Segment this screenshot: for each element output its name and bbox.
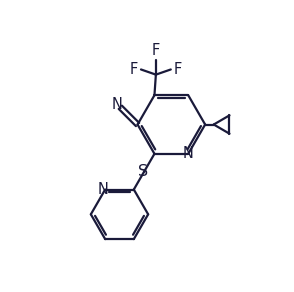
Text: S: S [138, 164, 148, 180]
Text: N: N [97, 182, 108, 197]
Text: F: F [130, 62, 138, 77]
Text: N: N [111, 97, 122, 112]
Text: N: N [183, 146, 194, 161]
Text: F: F [174, 62, 182, 77]
Text: F: F [152, 43, 160, 58]
